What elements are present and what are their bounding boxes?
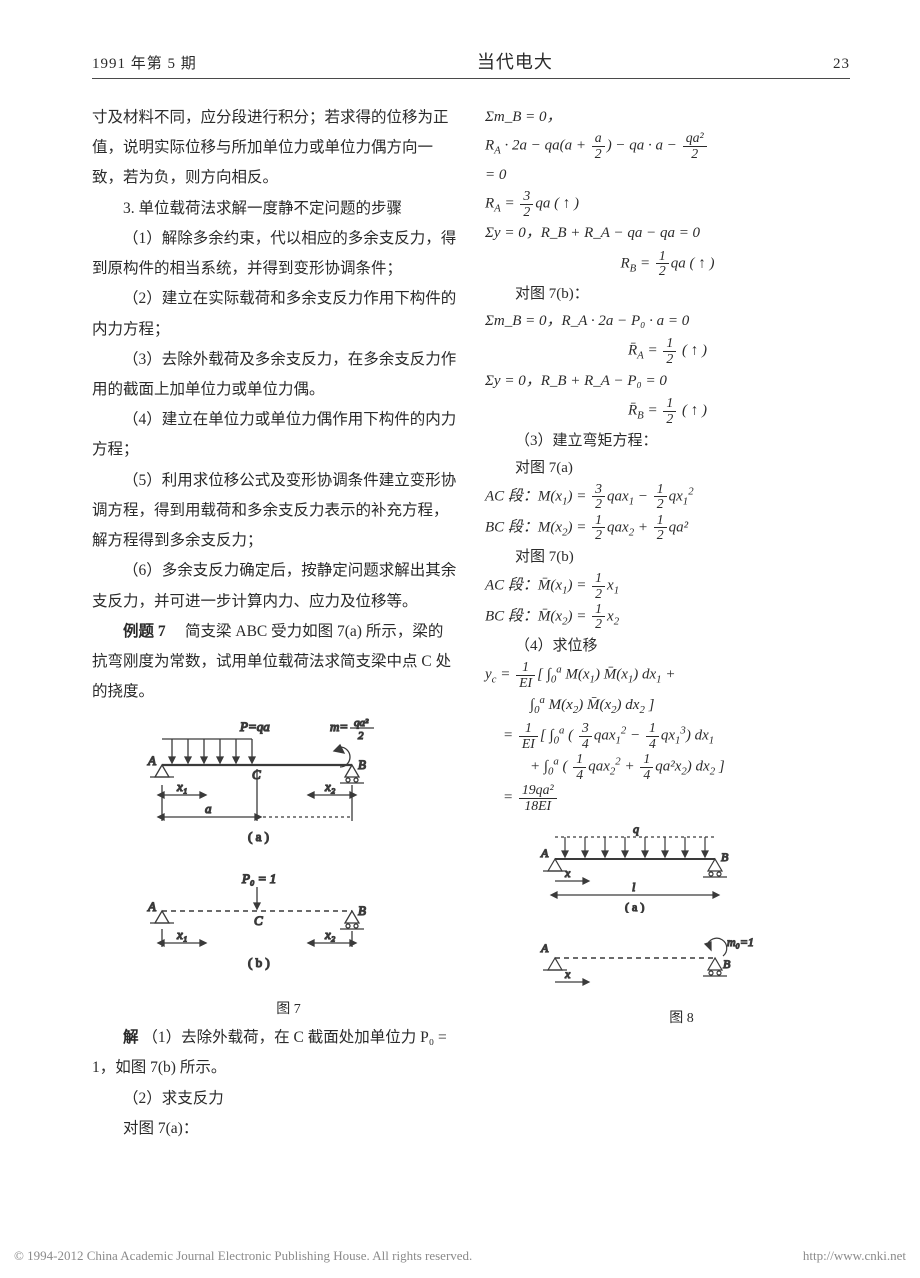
- figure-8a: q A B: [485, 823, 850, 922]
- para-step1: （1）解除多余约束，代以相应的多余支反力，得到原构件的相当系统，并得到变形协调条…: [92, 224, 457, 284]
- page-header: 1991 年第 5 期 当代电大 23: [92, 48, 850, 78]
- two-column-body: 寸及材料不同，应分段进行积分；若求得的位移为正值，说明实际位移与所加单位力或单位…: [92, 103, 850, 1144]
- fig7b-P0: P₀ = 1: [241, 871, 276, 886]
- para-step3: （3）去除外载荷及多余支反力，在多余支反力作用的截面上加单位力或单位力偶。: [92, 345, 457, 405]
- eq-AC-Mbar: AC 段：M̄(x1) = 12x1: [485, 571, 850, 601]
- para-displacement: （4）求位移: [485, 633, 850, 659]
- fig8a-l: l: [632, 880, 636, 894]
- eq-smb2: Σm_B = 0，R_A · 2a − P₀ · a = 0: [485, 308, 850, 334]
- eq-AC-M: AC 段：M(x1) = 32qax1 − 12qx12: [485, 482, 850, 512]
- eq-rabar: R̄A = 12 ( ↑ ): [485, 336, 850, 366]
- header-page-number: 23: [833, 56, 850, 73]
- fig7b-B: B: [358, 903, 366, 918]
- example-7: 例题 7 简支梁 ABC 受力如图 7(a) 所示，梁的抗弯刚度为常数，试用单位…: [92, 617, 457, 708]
- footer-url: http://www.cnki.net: [803, 1248, 906, 1264]
- para-reaction: （2）求支反力: [92, 1084, 457, 1114]
- eq-ra-val: RA = 32qa ( ↑ ): [485, 189, 850, 219]
- para-fig7b-ref2: 对图 7(b): [485, 544, 850, 570]
- figure-7b-svg: P₀ = 1 A B C x₁ x₂ ( b ): [92, 869, 412, 979]
- fig8b-B: B: [723, 957, 731, 971]
- fig8b-x: x: [564, 967, 571, 981]
- eq-zero: = 0: [485, 162, 850, 188]
- page: 1991 年第 5 期 当代电大 23 寸及材料不同，应分段进行积分；若求得的位…: [0, 0, 920, 1144]
- figure-7b: P₀ = 1 A B C x₁ x₂ ( b ): [92, 869, 457, 990]
- header-journal: 当代电大: [197, 48, 833, 74]
- eq-sigy1: Σy = 0，R_B + R_A − qa − qa = 0: [485, 220, 850, 246]
- eq-sigy2: Σy = 0，R_B + R_A − P₀ = 0: [485, 368, 850, 394]
- fig8a-q: q: [633, 823, 639, 836]
- eq-ra-expand: RA · 2a − qa(a + a2) − qa · a − qa²2: [485, 131, 850, 161]
- eq-yc-result: = 19qa²18EI: [485, 783, 850, 813]
- figure-8b-svg: A B m₀=1 x: [485, 932, 785, 992]
- load-arrows-icon: [169, 739, 255, 763]
- figure-8-caption: 图 8: [485, 1007, 850, 1032]
- fig7b-x1: x₁: [176, 927, 187, 942]
- fig7b-C: C: [254, 913, 263, 928]
- para-fig7a-ref2: 对图 7(a): [485, 455, 850, 481]
- solution-label: 解: [123, 1029, 139, 1046]
- eq-yc-3: = 1EI[ ∫0a ( 34qax12 − 14qx13) dx1: [485, 721, 850, 751]
- para-step-header: 3. 单位载荷法求解一度静不定问题的步骤: [92, 194, 457, 224]
- footer-copyright: © 1994-2012 China Academic Journal Elect…: [14, 1248, 472, 1264]
- fig8a-caption: ( a ): [625, 900, 644, 913]
- para-continuation: 寸及材料不同，应分段进行积分；若求得的位移为正值，说明实际位移与所加单位力或单位…: [92, 103, 457, 194]
- eq-yc-4: + ∫0a ( 14qax22 + 14qa²x2) dx2 ]: [485, 752, 850, 782]
- para-step4: （4）建立在单位力或单位力偶作用下构件的内力方程；: [92, 405, 457, 465]
- footer: © 1994-2012 China Academic Journal Elect…: [14, 1248, 906, 1264]
- fig7a-m-num: qa²: [354, 717, 369, 729]
- load-arrows-icon: [562, 837, 708, 857]
- fig7a-x2: x₂: [324, 779, 336, 794]
- figure-8a-svg: q A B: [485, 823, 785, 913]
- eq-BC-Mbar: BC 段：M̄(x2) = 12x2: [485, 602, 850, 632]
- fig7a-x1: x₁: [176, 779, 187, 794]
- eq-yc-1: yc = 1EI[ ∫0a M(x1) M̄(x1) dx1 +: [485, 660, 850, 690]
- example-label: 例题 7: [123, 623, 166, 640]
- eq-rb-val: RB = 12qa ( ↑ ): [485, 249, 850, 279]
- eq-smb: Σm_B = 0，: [485, 104, 850, 130]
- fig8b-A: A: [540, 941, 549, 955]
- para-moment-eq: （3）建立弯矩方程：: [485, 428, 850, 454]
- fig7a-P-label: P=qa: [239, 719, 270, 734]
- fig7a-A: A: [147, 753, 156, 768]
- fig8a-B: B: [721, 850, 729, 864]
- para-step2: （2）建立在实际载荷和多余支反力作用下构件的内力方程；: [92, 284, 457, 344]
- figure-7a: P=qa m= qa² 2: [92, 717, 457, 858]
- fig7a-caption: ( a ): [248, 829, 269, 844]
- para-fig7b-ref: 对图 7(b)：: [485, 281, 850, 307]
- para-step6: （6）多余支反力确定后，按静定问题求解出其余支反力，并可进一步计算内力、应力及位…: [92, 556, 457, 616]
- para-step5: （5）利用求位移公式及变形协调条件建立变形协调方程，得到用载荷和多余支反力表示的…: [92, 466, 457, 557]
- header-rule-top: 1991 年第 5 期 当代电大 23: [92, 48, 850, 79]
- right-column: Σm_B = 0， RA · 2a − qa(a + a2) − qa · a …: [485, 103, 850, 1144]
- fig8b-m0: m₀=1: [727, 935, 754, 949]
- fig7a-m-den: 2: [358, 730, 364, 742]
- fig7a-m-label: m=: [330, 719, 348, 734]
- eq-BC-M: BC 段：M(x2) = 12qax2 + 12qa²: [485, 513, 850, 543]
- figure-7a-svg: P=qa m= qa² 2: [92, 717, 412, 847]
- header-issue: 1991 年第 5 期: [92, 52, 197, 73]
- eq-rbbar: R̄B = 12 ( ↑ ): [485, 396, 850, 426]
- fig7a-B: B: [358, 757, 366, 772]
- fig7b-caption: ( b ): [248, 955, 270, 970]
- fig7b-A: A: [147, 899, 156, 914]
- solution-line: 解 （1）去除外载荷，在 C 截面处加单位力 P₀ = 1，如图 7(b) 所示…: [92, 1023, 457, 1083]
- para-fig7a-ref: 对图 7(a)：: [92, 1114, 457, 1144]
- left-column: 寸及材料不同，应分段进行积分；若求得的位移为正值，说明实际位移与所加单位力或单位…: [92, 103, 457, 1144]
- figure-7-caption: 图 7: [92, 996, 457, 1023]
- fig7a-a: a: [205, 801, 212, 816]
- figure-8b: A B m₀=1 x: [485, 932, 850, 1001]
- eq-yc-2: ∫0a M(x2) M̄(x2) dx2 ]: [485, 691, 850, 720]
- fig8a-A: A: [540, 846, 549, 860]
- fig7b-x2: x₂: [324, 927, 336, 942]
- fig8a-x: x: [564, 866, 571, 880]
- solution-text: （1）去除外载荷，在 C 截面处加单位力 P₀ = 1，如图 7(b) 所示。: [92, 1029, 447, 1076]
